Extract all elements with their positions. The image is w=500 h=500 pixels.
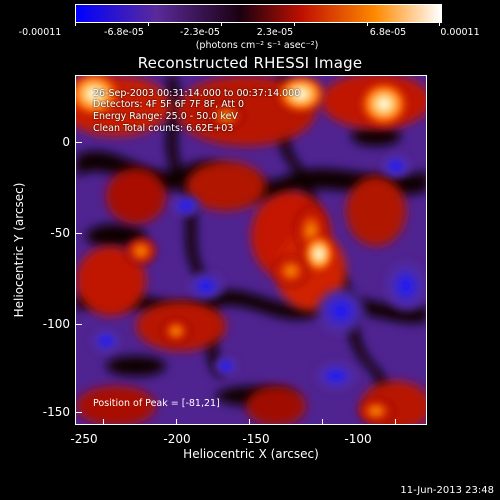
y-tick-label: -150 — [42, 405, 70, 419]
x-tick-label: -150 — [242, 432, 270, 446]
y-tick-label: -100 — [42, 317, 70, 331]
x-tick-label: -100 — [344, 432, 372, 446]
x-tick-label: -250 — [70, 432, 98, 446]
info-counts: Clean Total counts: 6.62E+03 — [93, 123, 234, 134]
colorbar-tick-label: 2.3e-05 — [256, 27, 294, 38]
colorbar-tick-label: -0.00011 — [18, 27, 62, 38]
y-tick-label: 0 — [62, 135, 70, 149]
peak-position-label: Position of Peak = [-81,21] — [93, 398, 220, 409]
timestamp: 11-Jun-2013 23:48 — [400, 485, 494, 496]
info-time-range: 26-Sep-2003 00:31:14.000 to 00:37:14.000 — [93, 88, 301, 99]
colorbar-units-label: (photons cm⁻² s⁻¹ asec⁻²) — [195, 40, 319, 51]
colorbar — [75, 4, 442, 23]
colorbar-tick-label: -2.3e-05 — [180, 27, 220, 38]
colorbar-tick-label: -6.8e-05 — [104, 27, 144, 38]
colorbar-tick-label: 6.8e-05 — [369, 27, 407, 38]
info-energy-range: Energy Range: 25.0 - 50.0 keV — [93, 111, 238, 122]
info-detectors: Detectors: 4F 5F 6F 7F 8F, Att 0 — [93, 99, 245, 110]
image-title: Reconstructed RHESSI Image — [137, 54, 363, 72]
colorbar-tick-label: 0.00011 — [440, 27, 480, 38]
x-axis-label: Heliocentric X (arcsec) — [183, 447, 319, 461]
y-axis-label: Heliocentric Y (arcsec) — [12, 182, 26, 318]
x-tick-label: -200 — [163, 432, 191, 446]
image-plot: 26-Sep-2003 00:31:14.000 to 00:37:14.000… — [75, 75, 427, 425]
rhessi-image — [76, 76, 426, 424]
y-tick-label: -50 — [50, 226, 70, 240]
